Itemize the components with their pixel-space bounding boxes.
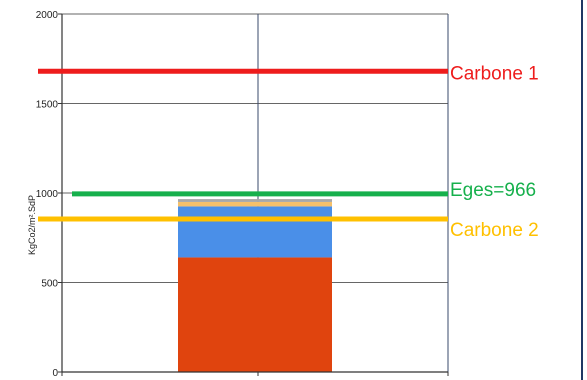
stacked-bar [178, 199, 332, 372]
reference-line-label-0: Carbone 1 [450, 63, 539, 84]
y-axis-label: KgCo2/m².SdP [27, 195, 37, 255]
right-edge-border [581, 0, 583, 380]
tick-label-1000: 1000 [36, 189, 59, 200]
bar-segment-1 [178, 206, 332, 258]
bar-segment-3 [178, 199, 332, 202]
tick-label-500: 500 [41, 279, 58, 290]
bar-segment-0 [178, 257, 332, 372]
reference-lines: Carbone 1 Eges=966 Carbone 2 [38, 63, 539, 241]
bar-segment-2 [178, 201, 332, 207]
tick-label-1500: 1500 [36, 100, 59, 111]
reference-line-label-1: Eges=966 [450, 180, 536, 201]
tick-label-0: 0 [52, 368, 58, 379]
y-ticks: 0 500 1000 1500 2000 [36, 10, 62, 379]
tick-label-2000: 2000 [36, 10, 59, 21]
reference-line-label-2: Carbone 2 [450, 220, 539, 241]
